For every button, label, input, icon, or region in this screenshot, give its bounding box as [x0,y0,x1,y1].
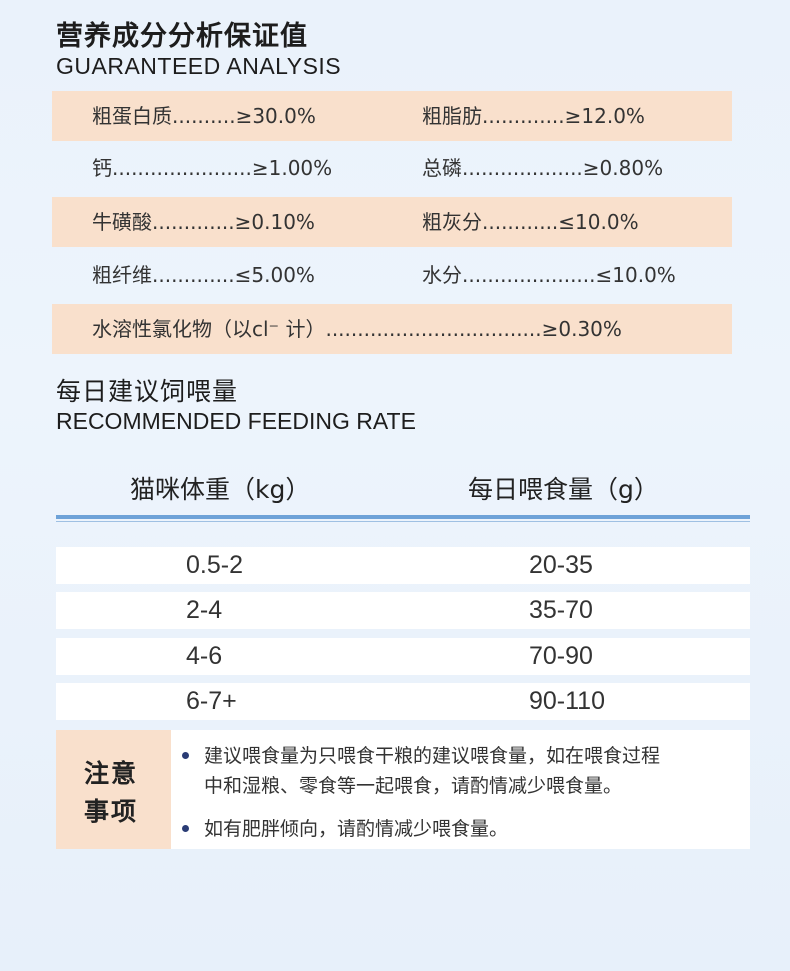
header-divider [56,515,750,519]
analysis-row: 粗纤维.............≤5.00% 水分...............… [52,250,732,300]
notes-label: 注意 事项 [56,730,171,849]
note-text: 建议喂食量为只喂食干粮的建议喂食量，如在喂食过程 [204,745,661,767]
analysis-row: 水溶性氯化物（以cl⁻ 计）..........................… [52,304,732,354]
weight-cell: 6-7+ [186,687,237,715]
analysis-item: 总磷...................≥0.80% [422,156,664,180]
feeding-title-en: RECOMMENDED FEEDING RATE [56,408,416,434]
notes-label-line1: 注意 [84,759,139,788]
feeding-title-cn: 每日建议饲喂量 [56,377,239,406]
analysis-item: 水溶性氯化物（以cl⁻ 计）..........................… [92,317,622,341]
analysis-item: 钙......................≥1.00% [92,156,333,180]
notes-label-line2: 事项 [84,797,139,826]
analysis-row: 粗蛋白质..........≥30.0% 粗脂肪.............≥12… [52,91,732,141]
analysis-item: 粗纤维.............≤5.00% [92,263,315,287]
amount-column-header: 每日喂食量（g） [468,475,659,504]
analysis-item: 粗灰分............≤10.0% [422,210,639,234]
notes-box: 注意 事项 建议喂食量为只喂食干粮的建议喂食量，如在喂食过程 中和湿粮、零食等一… [56,730,750,849]
amount-cell: 90-110 [529,687,605,715]
table-row: 4-6 70-90 [56,638,750,675]
table-row: 0.5-2 20-35 [56,547,750,584]
header-divider-thin [56,521,750,522]
note-text: 如有肥胖倾向，请酌情减少喂食量。 [204,818,509,840]
bullet-icon [182,825,189,832]
analysis-row: 钙......................≥1.00% 总磷........… [52,143,732,193]
bullet-icon [182,752,189,759]
section-title-cn: 营养成分分析保证值 [56,21,308,52]
table-row: 6-7+ 90-110 [56,683,750,720]
amount-cell: 70-90 [529,642,593,670]
analysis-item: 粗蛋白质..........≥30.0% [92,104,316,128]
table-row: 2-4 35-70 [56,592,750,629]
note-text: 中和湿粮、零食等一起喂食，请酌情减少喂食量。 [204,775,623,797]
section-title-en: GUARANTEED ANALYSIS [56,53,342,79]
weight-cell: 0.5-2 [186,551,243,579]
amount-cell: 35-70 [529,596,593,624]
analysis-item: 牛磺酸.............≥0.10% [92,210,315,234]
weight-column-header: 猫咪体重（kg） [130,475,311,504]
analysis-row: 牛磺酸.............≥0.10% 粗灰分............≤1… [52,197,732,247]
weight-cell: 4-6 [186,642,223,670]
analysis-item: 水分.....................≤10.0% [422,263,676,287]
amount-cell: 20-35 [529,551,593,579]
analysis-item: 粗脂肪.............≥12.0% [422,104,645,128]
weight-cell: 2-4 [186,596,223,624]
